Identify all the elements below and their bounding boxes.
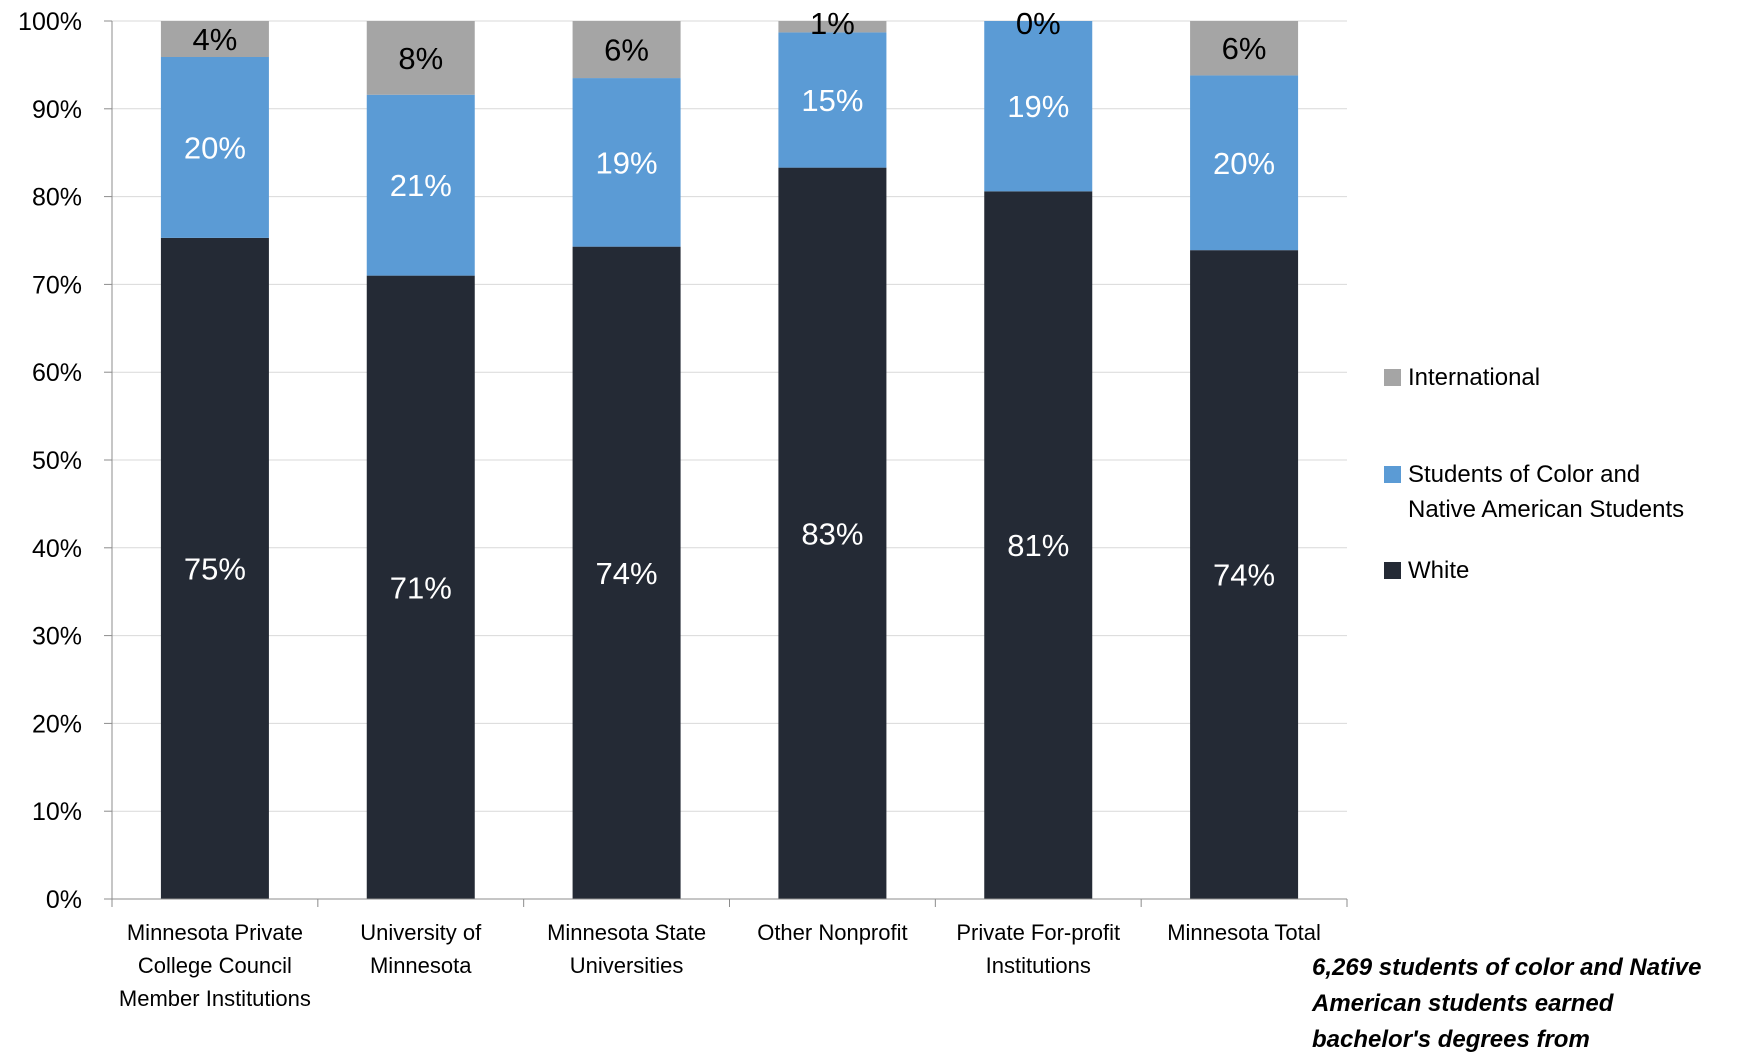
y-tick-label: 70% — [32, 271, 82, 299]
x-category-label: Minnesota State Universities — [547, 920, 706, 978]
x-category-label: Minnesota Total — [1167, 920, 1321, 945]
bar-segment-students-of-color-and-native-american-students — [160, 56, 269, 238]
bar-segment-white — [984, 191, 1093, 899]
summary-note: 6,269 students of color and Native Ameri… — [1312, 954, 1702, 1053]
gridlines — [112, 20, 1347, 812]
legend-swatch-white — [1384, 562, 1401, 579]
bar-segment-international — [778, 21, 887, 33]
legend-swatch-international — [1384, 369, 1401, 386]
axes: 0% 10% 20% 30% 40% 50% 60% 70% 80% 90% 100% Minneso… — [18, 8, 1348, 1011]
x-category-label: Private For-profit Institutions — [956, 920, 1120, 978]
bar-segment-white — [366, 275, 475, 899]
bar-segment-students-of-color-and-native-american-students — [572, 78, 681, 247]
x-category-label: Minnesota Private College Council Member I… — [119, 920, 311, 1011]
bar-segment-international — [572, 21, 681, 79]
legend-label-students-of-color: Students of Color and Native American St… — [1408, 461, 1685, 523]
bar-segment-international — [1190, 21, 1299, 76]
data-label-students-of-color-and-native-american-students: 19% — [1007, 89, 1069, 124]
bar-segment-students-of-color-and-native-american-students — [1190, 75, 1299, 251]
bar-segment-white — [572, 246, 681, 899]
data-label-white: 81% — [1007, 528, 1069, 563]
data-label-white: 75% — [184, 551, 246, 586]
y-tick-label: 100% — [18, 8, 82, 36]
y-tick-label: 30% — [32, 623, 82, 651]
x-category-label: University of Minnesota — [360, 920, 482, 978]
data-label-white: 71% — [390, 570, 452, 605]
bar-segment-international — [160, 21, 269, 57]
data-label-international: 8% — [398, 41, 443, 76]
legend-item-students-of-color: Students of Color and Native American St… — [1384, 457, 1684, 527]
y-tick-label: 20% — [32, 710, 82, 738]
data-label-students-of-color-and-native-american-students: 19% — [596, 145, 658, 180]
data-label-students-of-color-and-native-american-students: 20% — [184, 130, 246, 165]
bar-segment-international — [366, 21, 475, 95]
bar-segment-students-of-color-and-native-american-students — [778, 32, 887, 168]
data-labels: 75% 20% 4% 71% 21% 8% 74% 19% 6% 83% 15% 1% 81% 19% 0%… — [184, 6, 1275, 605]
data-label-students-of-color-and-native-american-students: 15% — [801, 83, 863, 118]
data-label-international: 6% — [604, 33, 649, 68]
x-category-label: Other Nonprofit — [757, 920, 907, 945]
bar-segment-white — [778, 167, 887, 900]
data-label-white: 83% — [801, 516, 863, 551]
legend-item-international: International — [1384, 360, 1540, 395]
y-tick-label: 10% — [32, 798, 82, 826]
data-label-international: 1% — [810, 6, 855, 41]
bar-segment-white — [160, 237, 269, 900]
y-tick-label: 90% — [32, 96, 82, 124]
data-label-international: 6% — [1222, 31, 1267, 66]
y-tick-label: 50% — [32, 447, 82, 475]
bar-segment-students-of-color-and-native-american-students — [366, 94, 475, 276]
bars — [160, 21, 1299, 900]
legend-label-international: International — [1408, 364, 1541, 391]
data-label-white: 74% — [1213, 558, 1275, 593]
y-tick-label: 0% — [46, 886, 82, 914]
data-label-international: 0% — [1016, 6, 1061, 41]
data-label-students-of-color-and-native-american-students: 20% — [1213, 146, 1275, 181]
legend-swatch-students-of-color — [1384, 466, 1401, 483]
legend-label-white: White — [1408, 557, 1470, 584]
data-label-white: 74% — [596, 556, 658, 591]
y-tick-label: 80% — [32, 184, 82, 212]
bar-segment-white — [1190, 250, 1299, 899]
bar-segment-students-of-color-and-native-american-students — [984, 21, 1093, 192]
legend-item-white: White — [1384, 553, 1469, 588]
data-label-international: 4% — [193, 22, 238, 57]
data-label-students-of-color-and-native-american-students: 21% — [390, 168, 452, 203]
y-tick-label: 60% — [32, 359, 82, 387]
y-tick-label: 40% — [32, 535, 82, 563]
